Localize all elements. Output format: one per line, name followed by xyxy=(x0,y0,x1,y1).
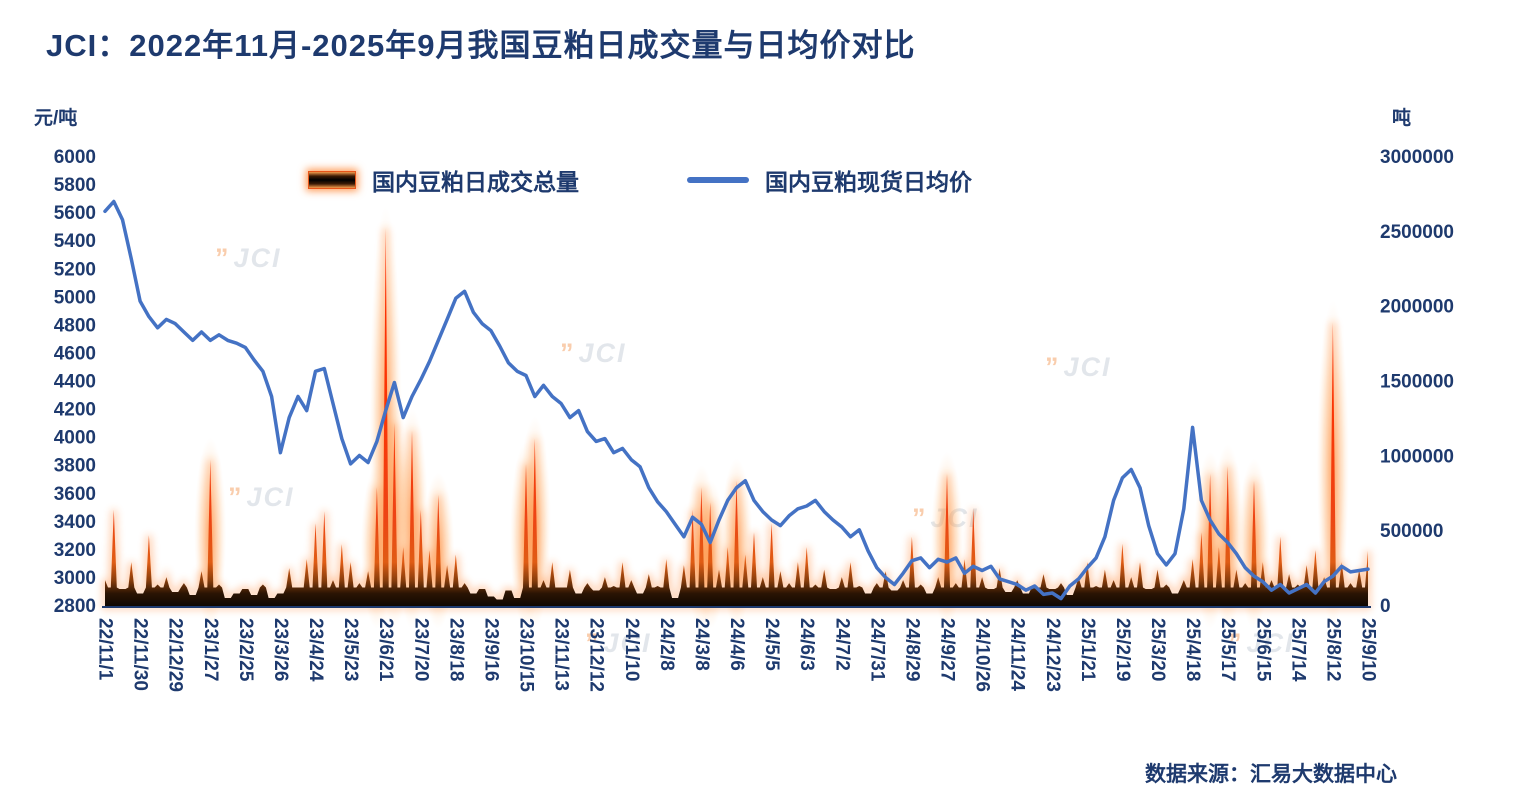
x-axis-tick: 22/12/29 xyxy=(165,618,186,692)
watermark-comma-icon: ” xyxy=(1045,352,1061,382)
jci-watermark: ”JCI xyxy=(1045,352,1112,383)
right-axis-tick: 500000 xyxy=(1380,521,1443,542)
x-axis-tick: 25/5/17 xyxy=(1217,618,1238,681)
left-axis-tick: 4600 xyxy=(54,343,96,364)
left-axis-tick: 3800 xyxy=(54,456,96,477)
left-axis-unit: 元/吨 xyxy=(34,108,78,129)
x-axis-tick: 23/6/21 xyxy=(375,618,396,682)
x-axis-tick: 23/8/18 xyxy=(445,618,466,681)
left-axis-tick: 3000 xyxy=(54,568,96,589)
watermark-text: JCI xyxy=(246,482,295,512)
watermark-text: JCI xyxy=(1063,352,1112,382)
x-axis-tick: 23/3/26 xyxy=(270,618,291,681)
left-axis-tick: 3600 xyxy=(54,484,96,505)
combo-chart: 6000 5800 5600 5400 5200 5000 4800 4600 4400 4200… xyxy=(54,147,1454,692)
x-axis-tick: 23/12/12 xyxy=(586,618,607,692)
jci-watermark: ”JCI xyxy=(585,628,652,659)
left-axis-tick: 6000 xyxy=(54,147,96,168)
left-axis-tick: 5200 xyxy=(54,259,96,280)
x-axis-tick: 25/7/14 xyxy=(1287,618,1308,682)
x-axis-tick: 25/1/21 xyxy=(1077,618,1098,682)
left-axis-tick: 4000 xyxy=(54,428,96,449)
x-axis-tick: 24/5/5 xyxy=(761,618,782,671)
x-axis-tick: 22/11/30 xyxy=(130,618,151,691)
x-axis-tick: 24/1/10 xyxy=(621,618,642,681)
watermark-comma-icon: ” xyxy=(912,503,928,533)
watermark-comma-icon: ” xyxy=(215,243,231,273)
legend-item-volume: 国内豆粕日成交总量 xyxy=(308,163,579,197)
left-axis-tick: 5400 xyxy=(54,231,96,252)
left-axis-tick: 4400 xyxy=(54,372,96,393)
watermark-comma-icon: ” xyxy=(228,482,244,512)
x-axis-tick: 23/9/16 xyxy=(480,618,501,681)
x-axis-tick: 24/7/2 xyxy=(831,618,852,671)
watermark-comma-icon: ” xyxy=(560,338,576,368)
watermark-text: JCI xyxy=(603,628,652,658)
left-axis-tick: 5800 xyxy=(54,175,96,196)
x-axis-tick: 23/5/23 xyxy=(340,618,361,681)
right-axis-tick: 1500000 xyxy=(1380,372,1454,393)
price-line-swatch-icon xyxy=(687,177,749,183)
x-axis-tick: 23/7/20 xyxy=(410,618,431,681)
watermark-text: JCI xyxy=(1246,628,1295,658)
x-axis-tick: 24/3/8 xyxy=(691,618,712,671)
legend-item-price: 国内豆粕现货日均价 xyxy=(687,163,972,197)
right-axis-tick: 1000000 xyxy=(1380,446,1454,467)
x-axis-tick: 24/4/6 xyxy=(726,618,747,671)
watermark-text: JCI xyxy=(233,243,282,273)
legend-price-label: 国内豆粕现货日均价 xyxy=(765,169,972,195)
x-axis-tick: 24/12/23 xyxy=(1042,618,1063,692)
legend-volume-label: 国内豆粕日成交总量 xyxy=(372,169,579,195)
volume-bar-swatch-icon xyxy=(308,171,356,189)
x-axis-tick: 24/10/26 xyxy=(972,618,993,692)
x-axis-tick: 24/7/31 xyxy=(866,618,887,682)
volume-series xyxy=(105,228,1368,608)
right-axis-tick: 0 xyxy=(1380,596,1391,617)
x-axis-tick: 24/8/29 xyxy=(901,618,922,681)
x-axis-tick: 25/8/12 xyxy=(1322,618,1343,681)
data-source-note: 数据来源：汇易大数据中心 xyxy=(1145,763,1397,786)
x-axis-tick: 23/2/25 xyxy=(235,618,256,682)
jci-watermark: ”JCI xyxy=(1228,628,1295,659)
jci-watermark: ”JCI xyxy=(228,482,295,513)
watermark-comma-icon: ” xyxy=(1228,628,1244,658)
right-axis-unit: 吨 xyxy=(1392,108,1412,129)
x-axis-tick: 25/4/18 xyxy=(1182,618,1203,681)
x-axis-tick: 24/2/8 xyxy=(656,618,677,671)
x-axis-tick: 23/1/27 xyxy=(200,618,221,681)
watermark-text: JCI xyxy=(578,338,627,368)
x-axis-tick: 25/2/19 xyxy=(1112,618,1133,681)
left-axis-tick: 5600 xyxy=(54,203,96,224)
price-line-series xyxy=(103,199,1370,601)
x-axis-tick: 25/3/20 xyxy=(1147,618,1168,681)
x-axis-tick: 25/6/15 xyxy=(1252,618,1273,682)
right-axis-tick: 3000000 xyxy=(1380,147,1454,168)
right-axis-tick: 2000000 xyxy=(1380,297,1454,318)
chart-legend: 国内豆粕日成交总量 国内豆粕现货日均价 xyxy=(308,163,972,197)
left-axis-tick: 4800 xyxy=(54,315,96,336)
jci-watermark: ”JCI xyxy=(560,338,627,369)
x-axis-tick: 23/4/24 xyxy=(305,618,326,682)
x-axis-tick: 23/10/15 xyxy=(516,618,537,692)
left-axis-tick: 5000 xyxy=(54,287,96,308)
x-axis-tick: 25/9/10 xyxy=(1358,618,1379,681)
page-title: JCI：2022年11月-2025年9月我国豆粕日成交量与日均价对比 xyxy=(46,28,916,63)
x-axis-tick: 24/11/24 xyxy=(1007,618,1028,691)
watermark-comma-icon: ” xyxy=(585,628,601,658)
x-axis-tick: 23/11/13 xyxy=(551,618,572,691)
right-axis-tick: 2500000 xyxy=(1380,222,1454,243)
left-axis-tick: 2800 xyxy=(54,596,96,617)
left-axis-tick: 3200 xyxy=(54,540,96,561)
left-axis-tick: 4200 xyxy=(54,400,96,421)
x-axis-tick: 24/9/27 xyxy=(937,618,958,681)
x-axis-tick: 22/11/1 xyxy=(95,618,116,681)
jci-watermark: ”JCI xyxy=(215,243,282,274)
left-axis-tick: 3400 xyxy=(54,512,96,533)
x-axis-tick: 24/6/3 xyxy=(796,618,817,671)
